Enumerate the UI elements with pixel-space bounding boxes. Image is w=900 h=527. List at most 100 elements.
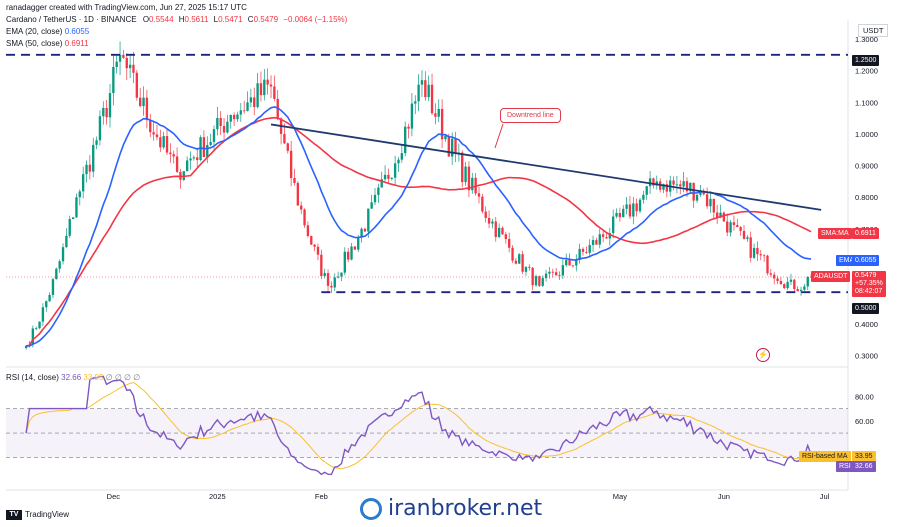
candle-body xyxy=(679,184,682,187)
rsi-price-tag: 32.66 xyxy=(852,461,876,472)
sma-50-line xyxy=(25,116,812,347)
candle-body xyxy=(638,199,642,212)
rsi-legend-value: 32.66 xyxy=(61,373,82,382)
candle-body xyxy=(642,194,645,200)
candle-body xyxy=(726,221,729,233)
candle-body xyxy=(746,237,749,239)
candle-body xyxy=(353,246,357,250)
symbol-label[interactable]: Cardano / TetherUS · 1D · BINANCE xyxy=(6,15,137,24)
high-label: H xyxy=(178,15,185,24)
candle-body xyxy=(310,235,313,245)
candle-body xyxy=(568,259,571,266)
candle-body xyxy=(414,101,417,104)
last-pct: +57.35% xyxy=(855,280,883,287)
candle-body xyxy=(672,180,675,185)
candle-body xyxy=(528,266,531,268)
candle-body xyxy=(702,190,705,195)
candle-body xyxy=(739,227,742,231)
candle-body xyxy=(98,116,102,141)
candle-body xyxy=(541,278,544,286)
candle-body xyxy=(145,97,149,121)
candle-body xyxy=(789,279,793,282)
candle-body xyxy=(263,79,266,96)
brand-text: iranbroker.net xyxy=(388,496,543,521)
candle-body xyxy=(377,187,380,195)
candle-body xyxy=(565,259,568,266)
candle-body xyxy=(689,182,692,192)
candle-body xyxy=(142,97,145,107)
candle-body xyxy=(346,251,350,260)
close-label: C xyxy=(247,15,254,24)
candle-body xyxy=(135,72,139,98)
sma-legend[interactable]: SMA (50, close) 0.6911 xyxy=(6,39,89,48)
candle-body xyxy=(320,254,323,277)
candle-body xyxy=(612,216,615,234)
candle-body xyxy=(766,255,769,274)
symbol-name-tag: ADAUSDT xyxy=(811,271,851,282)
price-tick-1: 1.2000 xyxy=(855,67,878,76)
price-tick-10: 0.3000 xyxy=(855,352,878,361)
price-tick-9: 0.4000 xyxy=(855,320,878,329)
candle-body xyxy=(534,276,538,286)
candle-body xyxy=(692,182,695,201)
candle-body xyxy=(632,203,635,217)
currency-selector[interactable]: USDT xyxy=(858,24,889,37)
open-label: O xyxy=(142,15,150,24)
candle-body xyxy=(31,328,35,345)
candle-body xyxy=(155,134,159,138)
candle-body xyxy=(189,158,192,161)
candle-body xyxy=(544,273,548,279)
candle-body xyxy=(786,281,789,289)
candle-body xyxy=(71,217,75,220)
candle-body xyxy=(162,136,165,148)
downtrend-callout[interactable]: Downtrend line xyxy=(500,108,561,123)
candle-body xyxy=(390,177,393,179)
high-value: 0.5611 xyxy=(184,15,209,24)
sma-price-tag: 0.6911 xyxy=(852,228,879,239)
downtrend-line xyxy=(270,123,822,211)
tradingview-footer[interactable]: TV TradingView xyxy=(6,510,69,520)
candle-body xyxy=(447,135,450,157)
candle-body xyxy=(444,135,447,140)
candle-body xyxy=(440,108,444,140)
rsi-legend[interactable]: RSI (14, close) 32.66 33.95 ∅ ∅ ∅ ∅ xyxy=(6,373,140,382)
candle-body xyxy=(618,213,622,218)
candle-body xyxy=(232,114,236,120)
close-value: 0.5479 xyxy=(253,15,279,24)
candle-body xyxy=(58,261,61,269)
ema-legend[interactable]: EMA (20, close) 0.6055 xyxy=(6,27,89,36)
candle-body xyxy=(165,136,169,153)
candle-body xyxy=(212,129,216,142)
candle-body xyxy=(85,164,88,175)
candle-body xyxy=(615,213,618,217)
candle-body xyxy=(605,237,608,239)
candle-body xyxy=(330,285,333,288)
ema-name-tag: EMA xyxy=(836,255,858,266)
candle-body xyxy=(24,346,28,349)
candle-body xyxy=(266,79,269,85)
candle-body xyxy=(243,110,246,112)
rsi-ma-name-tag: RSI-based MA xyxy=(799,451,851,462)
candle-body xyxy=(172,154,175,157)
candle-body xyxy=(551,271,554,273)
candle-body xyxy=(773,274,776,279)
tradingview-logo-icon: TV xyxy=(6,510,22,520)
candle-body xyxy=(558,275,561,276)
candle-body xyxy=(269,84,273,87)
candle-body xyxy=(508,238,511,248)
rsi-line xyxy=(25,375,812,476)
lightning-icon[interactable]: ⚡ xyxy=(756,348,770,362)
time-tick-1: 2025 xyxy=(209,492,226,501)
candle-body xyxy=(112,67,115,94)
candle-body xyxy=(729,222,732,233)
candle-body xyxy=(665,184,669,192)
candle-body xyxy=(806,276,809,287)
candle-body xyxy=(471,177,474,191)
candle-body xyxy=(95,140,98,145)
candle-body xyxy=(78,191,81,198)
candle-body xyxy=(464,166,467,183)
symbol-ohlc-line: Cardano / TetherUS · 1D · BINANCE O0.554… xyxy=(6,15,347,24)
candle-body xyxy=(400,153,404,160)
candle-body xyxy=(494,221,497,237)
